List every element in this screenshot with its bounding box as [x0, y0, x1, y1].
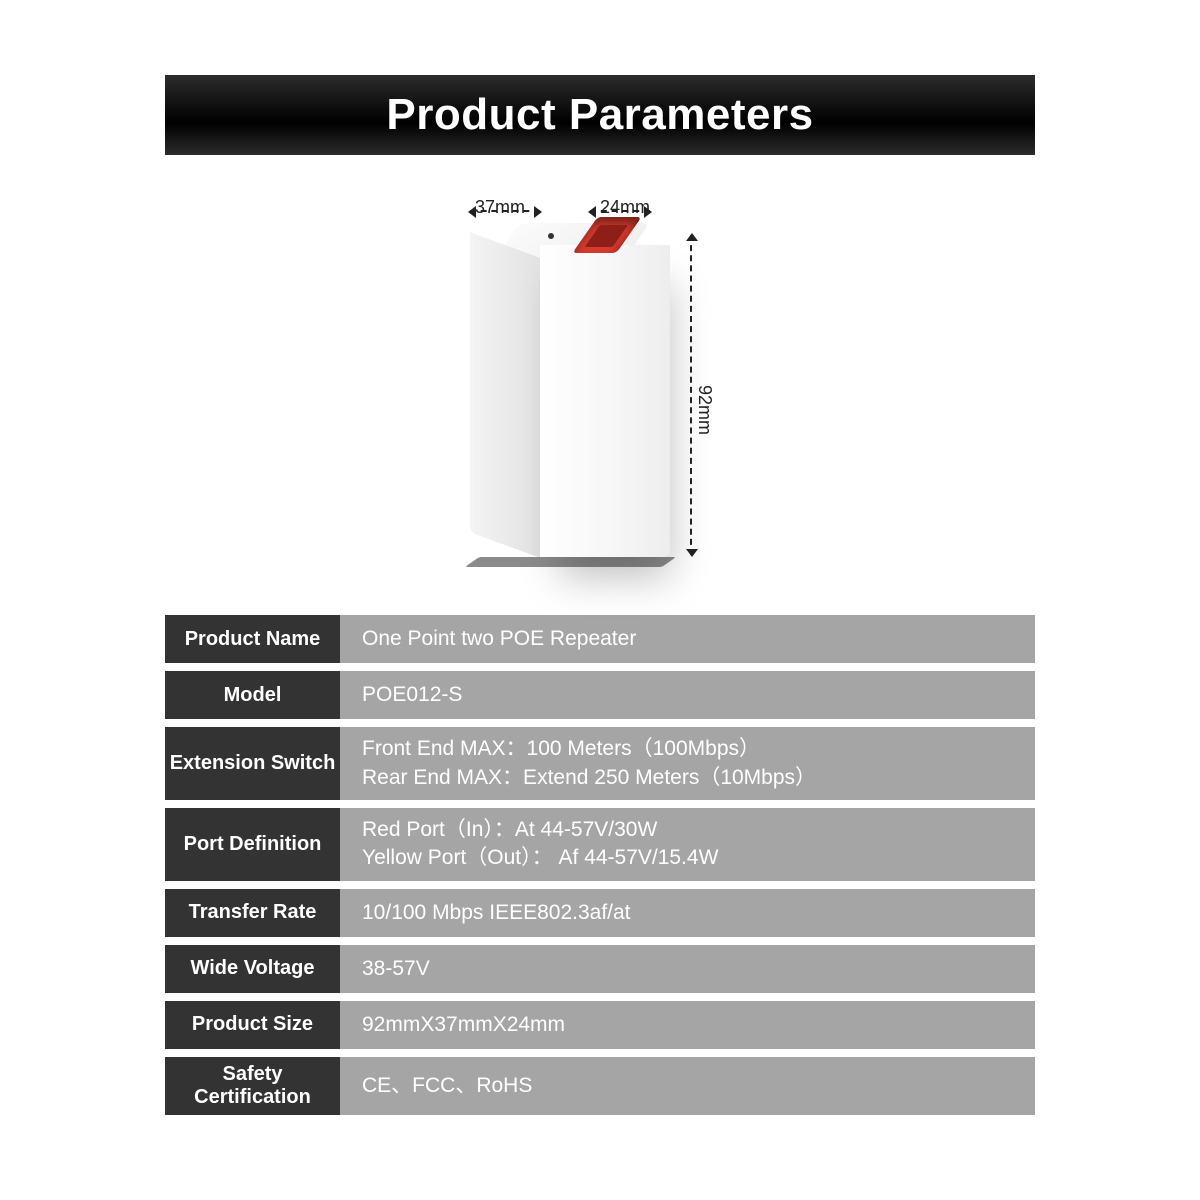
spec-value-product-size: 92mmX37mmX24mm — [340, 1001, 1035, 1049]
spec-label-safety-cert: Safety Certification — [165, 1057, 340, 1115]
dim-height-label: 92mm — [694, 385, 715, 435]
dim-guide-height — [690, 235, 692, 555]
product-parameters-card: Product Parameters 37mm 24mm 92mm Produc… — [120, 45, 1080, 1154]
device-shadow — [465, 557, 676, 567]
dim-depth-label: 37mm — [475, 197, 525, 218]
spec-label-product-size: Product Size — [165, 1001, 340, 1049]
product-illustration: 37mm 24mm 92mm — [120, 185, 1080, 615]
page-title: Product Parameters — [165, 75, 1035, 155]
spec-value-wide-voltage: 38-57V — [340, 945, 1035, 993]
dim-width-label: 24mm — [600, 197, 650, 218]
device-front-face — [540, 245, 670, 557]
spec-label-extension-switch: Extension Switch — [165, 727, 340, 800]
spec-value-product-name: One Point two POE Repeater — [340, 615, 1035, 663]
spec-label-transfer-rate: Transfer Rate — [165, 889, 340, 937]
spec-table: Product Name One Point two POE Repeater … — [165, 615, 1035, 1114]
device-side-face — [470, 233, 540, 558]
spec-label-wide-voltage: Wide Voltage — [165, 945, 340, 993]
device-iso-view: 37mm 24mm 92mm — [390, 185, 810, 585]
spec-value-model: POE012-S — [340, 671, 1035, 719]
spec-value-safety-cert: CE、FCC、RoHS — [340, 1057, 1035, 1115]
spec-value-transfer-rate: 10/100 Mbps IEEE802.3af/at — [340, 889, 1035, 937]
spec-value-port-definition: Red Port（In）：At 44-57V/30W Yellow Port（O… — [340, 808, 1035, 881]
spec-label-model: Model — [165, 671, 340, 719]
spec-label-port-definition: Port Definition — [165, 808, 340, 881]
spec-label-product-name: Product Name — [165, 615, 340, 663]
spec-value-extension-switch: Front End MAX：100 Meters（100Mbps） Rear E… — [340, 727, 1035, 800]
